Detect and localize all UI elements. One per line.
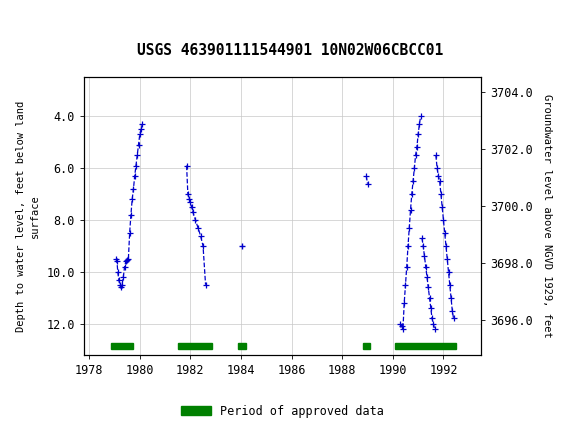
Text: ≡USGS: ≡USGS <box>3 12 74 29</box>
Bar <box>111 343 133 349</box>
Bar <box>396 343 456 349</box>
Text: USGS 463901111544901 10N02W06CBCC01: USGS 463901111544901 10N02W06CBCC01 <box>137 43 443 58</box>
Legend: Period of approved data: Period of approved data <box>177 400 389 422</box>
Y-axis label: Depth to water level, feet below land
surface: Depth to water level, feet below land su… <box>16 101 39 332</box>
Bar <box>177 343 212 349</box>
Bar <box>363 343 369 349</box>
Bar <box>238 343 246 349</box>
Y-axis label: Groundwater level above NGVD 1929, feet: Groundwater level above NGVD 1929, feet <box>542 94 552 338</box>
